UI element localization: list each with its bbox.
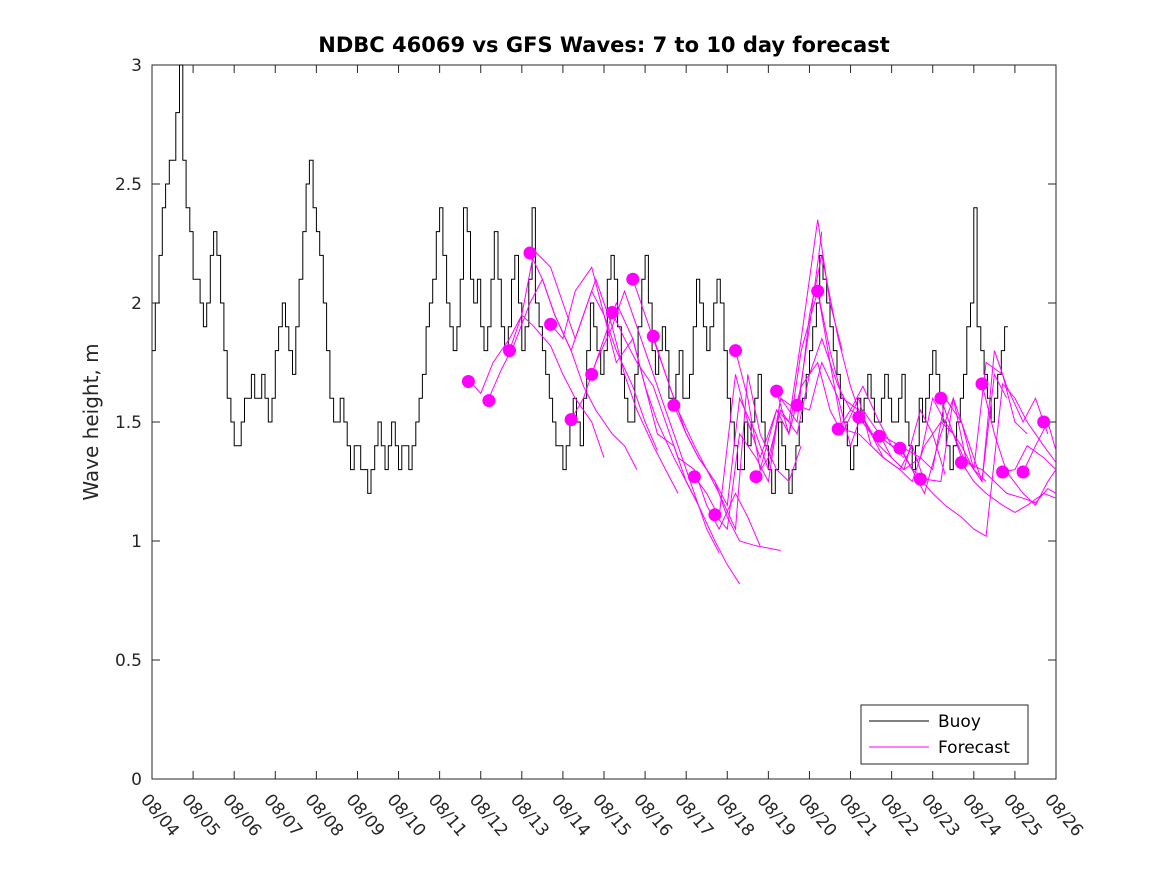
forecast-line xyxy=(1002,445,1057,473)
x-tick-label: 08/25 xyxy=(999,790,1046,840)
x-tick-label: 08/15 xyxy=(588,790,635,840)
x-tick-label: 08/09 xyxy=(342,790,389,840)
forecast-marker xyxy=(790,398,804,412)
x-tick-label: 08/20 xyxy=(794,790,841,840)
forecast-marker xyxy=(872,429,886,443)
forecast-marker xyxy=(729,344,742,358)
y-tick-label: 0 xyxy=(131,770,142,790)
x-tick-label: 08/07 xyxy=(259,790,306,840)
forecast-line xyxy=(673,231,823,507)
y-tick-label: 3 xyxy=(131,56,142,76)
forecast-line xyxy=(796,361,946,475)
x-tick-label: 08/23 xyxy=(917,790,964,840)
forecast-marker xyxy=(831,422,845,436)
forecast-marker xyxy=(852,410,866,424)
forecast-line xyxy=(817,291,967,483)
forecast-line xyxy=(981,383,1057,507)
forecast-line xyxy=(529,252,679,494)
forecast-marker xyxy=(934,391,948,405)
legend: Buoy Forecast xyxy=(860,704,1029,765)
legend-label-forecast: Forecast xyxy=(938,738,1010,758)
forecast-marker xyxy=(770,384,784,398)
buoy-series xyxy=(152,64,1008,494)
forecast-marker xyxy=(544,317,558,331)
forecast-marker xyxy=(708,508,722,522)
y-tick-label: 2 xyxy=(131,294,142,314)
x-tick-label: 08/11 xyxy=(424,790,471,840)
x-tick-label: 08/24 xyxy=(958,790,1005,840)
forecast-line xyxy=(550,266,699,506)
forecast-marker xyxy=(1016,465,1030,479)
x-tick-label: 08/17 xyxy=(670,790,717,840)
x-tick-label: 08/13 xyxy=(506,790,553,840)
forecast-marker xyxy=(1037,415,1051,429)
forecast-marker xyxy=(687,470,701,484)
forecast-marker xyxy=(646,329,660,343)
forecast-line xyxy=(776,361,925,482)
forecast-marker xyxy=(564,413,578,427)
forecast-marker xyxy=(955,456,968,469)
forecast-marker xyxy=(461,375,475,388)
forecast-line xyxy=(1022,420,1057,473)
forecast-line xyxy=(920,382,1057,538)
y-axis-label: Wave height, m xyxy=(79,343,103,500)
x-tick-label: 08/16 xyxy=(629,790,676,840)
x-tick-label: 08/22 xyxy=(876,790,923,840)
x-tick-label: 08/08 xyxy=(301,790,348,840)
forecast-marker xyxy=(975,377,989,391)
y-tick-label: 1 xyxy=(131,532,142,552)
forecast-line xyxy=(940,398,1057,504)
x-tick-label: 08/10 xyxy=(383,790,430,840)
x-tick-label: 08/04 xyxy=(136,790,183,840)
x-tick-label: 08/26 xyxy=(1040,790,1087,840)
y-tick-label: 1.5 xyxy=(115,413,142,433)
legend-label-buoy: Buoy xyxy=(938,712,981,732)
forecast-markers xyxy=(461,246,1051,522)
forecast-marker xyxy=(626,272,640,286)
x-tick-label: 08/12 xyxy=(465,790,512,840)
forecast-marker xyxy=(482,394,496,408)
forecast-marker xyxy=(667,398,681,412)
y-tick-label: 2.5 xyxy=(115,175,142,195)
x-tick-label: 08/21 xyxy=(835,790,882,840)
chart-title: NDBC 46069 vs GFS Waves: 7 to 10 day for… xyxy=(318,33,889,57)
x-tick-label: 08/05 xyxy=(177,790,224,840)
forecast-marker xyxy=(913,472,927,486)
forecast-marker xyxy=(749,470,763,484)
x-tick-label: 08/19 xyxy=(753,790,800,840)
forecast-marker xyxy=(996,465,1010,479)
x-tick-label: 08/18 xyxy=(711,790,758,840)
forecast-series xyxy=(468,219,1057,585)
forecast-marker xyxy=(893,441,907,455)
forecast-marker xyxy=(585,367,599,381)
legend-box xyxy=(860,704,1029,765)
y-tick-label: 0.5 xyxy=(115,651,142,671)
forecast-marker xyxy=(605,306,619,319)
forecast-marker xyxy=(503,344,516,358)
x-tick-label: 08/06 xyxy=(218,790,265,840)
forecast-line xyxy=(468,314,605,458)
forecast-line xyxy=(714,255,864,531)
forecast-marker xyxy=(811,284,825,298)
x-tick-label: 08/14 xyxy=(547,790,594,840)
buoy-line xyxy=(152,64,1008,494)
forecast-marker xyxy=(523,246,537,260)
